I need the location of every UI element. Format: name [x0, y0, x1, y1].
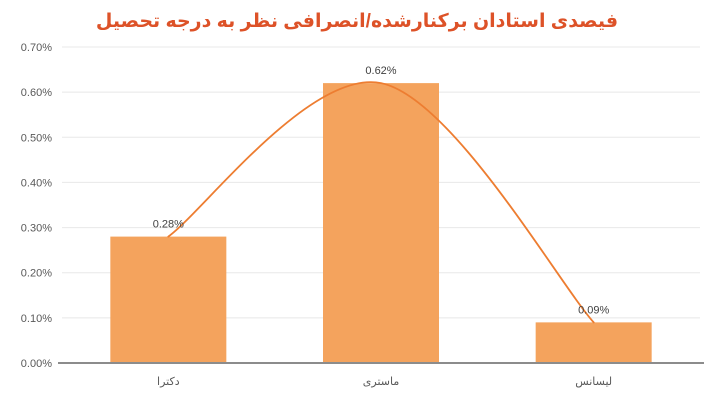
y-axis-tick-label: 0.30% [21, 223, 52, 235]
x-axis-category-label: لیسانس [575, 376, 612, 388]
y-axis-tick-label: 0.00% [21, 358, 52, 370]
chart-title: فیصدی استادان برکنارشده/انصرافی نظر به د… [95, 11, 619, 32]
x-axis-category-label: ماستری [363, 376, 400, 388]
bar-1 [323, 83, 439, 363]
y-axis-tick-label: 0.60% [21, 87, 52, 99]
bar-data-label: 0.09% [578, 304, 609, 316]
x-axis-category-label: دکترا [157, 376, 180, 388]
y-axis-tick-label: 0.50% [21, 132, 52, 144]
y-axis-tick-label: 0.10% [21, 313, 52, 325]
bar-0 [110, 236, 227, 363]
plot-area: 0.00% 0.10% 0.20% 0.30% 0.40% 0.50% 0.60% 0.70%… [21, 42, 704, 388]
bar-data-label: 0.62% [365, 65, 396, 77]
y-axis-tick-label: 0.70% [21, 42, 52, 54]
y-axis-tick-label: 0.40% [21, 177, 52, 189]
bar-2 [535, 322, 652, 363]
bar-data-label: 0.28% [153, 219, 184, 231]
y-axis-tick-label: 0.20% [21, 268, 52, 280]
trend-curve [167, 81, 595, 324]
